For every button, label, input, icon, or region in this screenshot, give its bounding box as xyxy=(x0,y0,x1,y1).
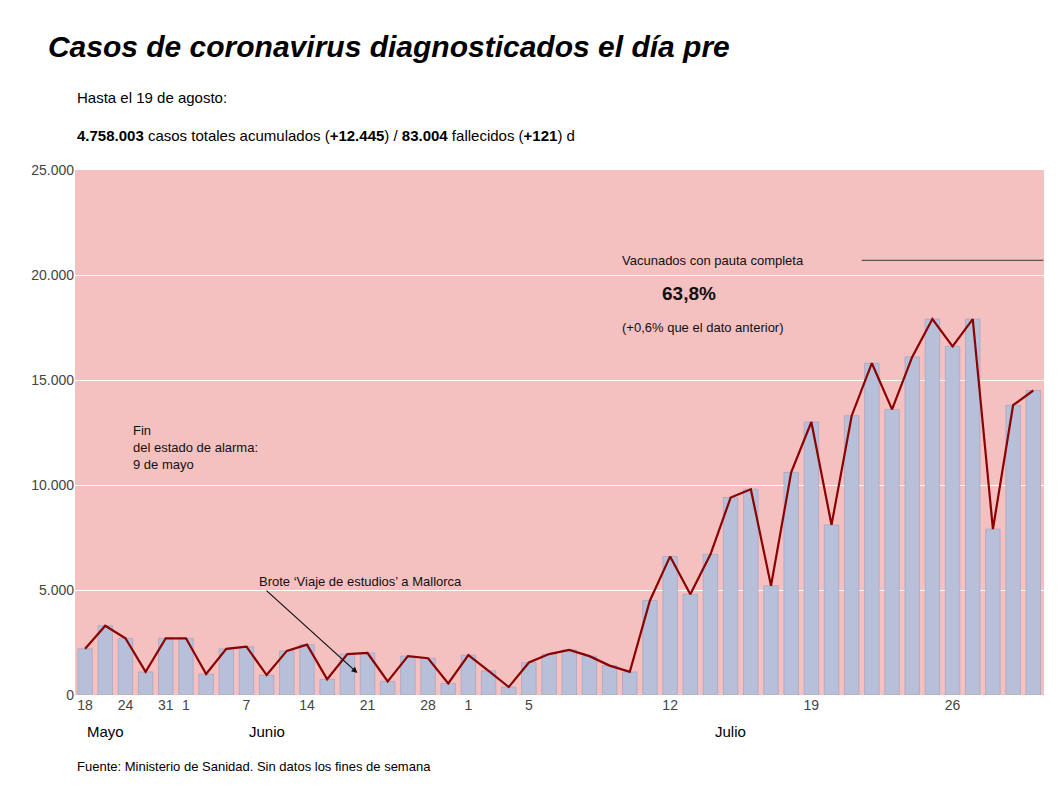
svg-text:18: 18 xyxy=(77,697,93,713)
svg-text:5.000: 5.000 xyxy=(39,582,74,598)
svg-text:63,8%: 63,8% xyxy=(662,283,716,304)
svg-text:Julio: Julio xyxy=(715,723,746,740)
svg-text:Casos de coronavirus diagnosti: Casos de coronavirus diagnosticados el d… xyxy=(48,30,730,63)
svg-text:Brote ‘Viaje de estudios’ a Ma: Brote ‘Viaje de estudios’ a Mallorca xyxy=(259,574,462,589)
svg-text:Vacunados con pauta completa: Vacunados con pauta completa xyxy=(622,253,804,268)
svg-text:24: 24 xyxy=(118,697,134,713)
svg-text:(+0,6% que el dato anterior): (+0,6% que el dato anterior) xyxy=(622,320,784,335)
svg-text:4.758.003 casos totales acumul: 4.758.003 casos totales acumulados (+12.… xyxy=(77,127,575,144)
svg-text:31: 31 xyxy=(158,697,174,713)
svg-text:1: 1 xyxy=(464,697,472,713)
svg-text:1: 1 xyxy=(182,697,190,713)
svg-text:Mayo: Mayo xyxy=(87,723,124,740)
svg-text:25.000: 25.000 xyxy=(31,162,74,178)
svg-text:19: 19 xyxy=(804,697,820,713)
svg-text:28: 28 xyxy=(420,697,436,713)
svg-text:14: 14 xyxy=(299,697,315,713)
svg-text:Findel estado de alarma:9 de m: Findel estado de alarma:9 de mayo xyxy=(133,423,258,472)
svg-text:15.000: 15.000 xyxy=(31,372,74,388)
svg-text:Junio: Junio xyxy=(249,723,285,740)
svg-text:5: 5 xyxy=(525,697,533,713)
svg-text:0: 0 xyxy=(66,687,74,703)
svg-text:20.000: 20.000 xyxy=(31,267,74,283)
svg-text:26: 26 xyxy=(945,697,961,713)
svg-text:21: 21 xyxy=(360,697,376,713)
svg-text:7: 7 xyxy=(243,697,251,713)
svg-text:12: 12 xyxy=(662,697,678,713)
svg-text:Fuente: Ministerio de Sanidad.: Fuente: Ministerio de Sanidad. Sin datos… xyxy=(77,759,431,774)
svg-text:10.000: 10.000 xyxy=(31,477,74,493)
svg-text:Hasta el 19 de agosto:: Hasta el 19 de agosto: xyxy=(77,89,227,106)
